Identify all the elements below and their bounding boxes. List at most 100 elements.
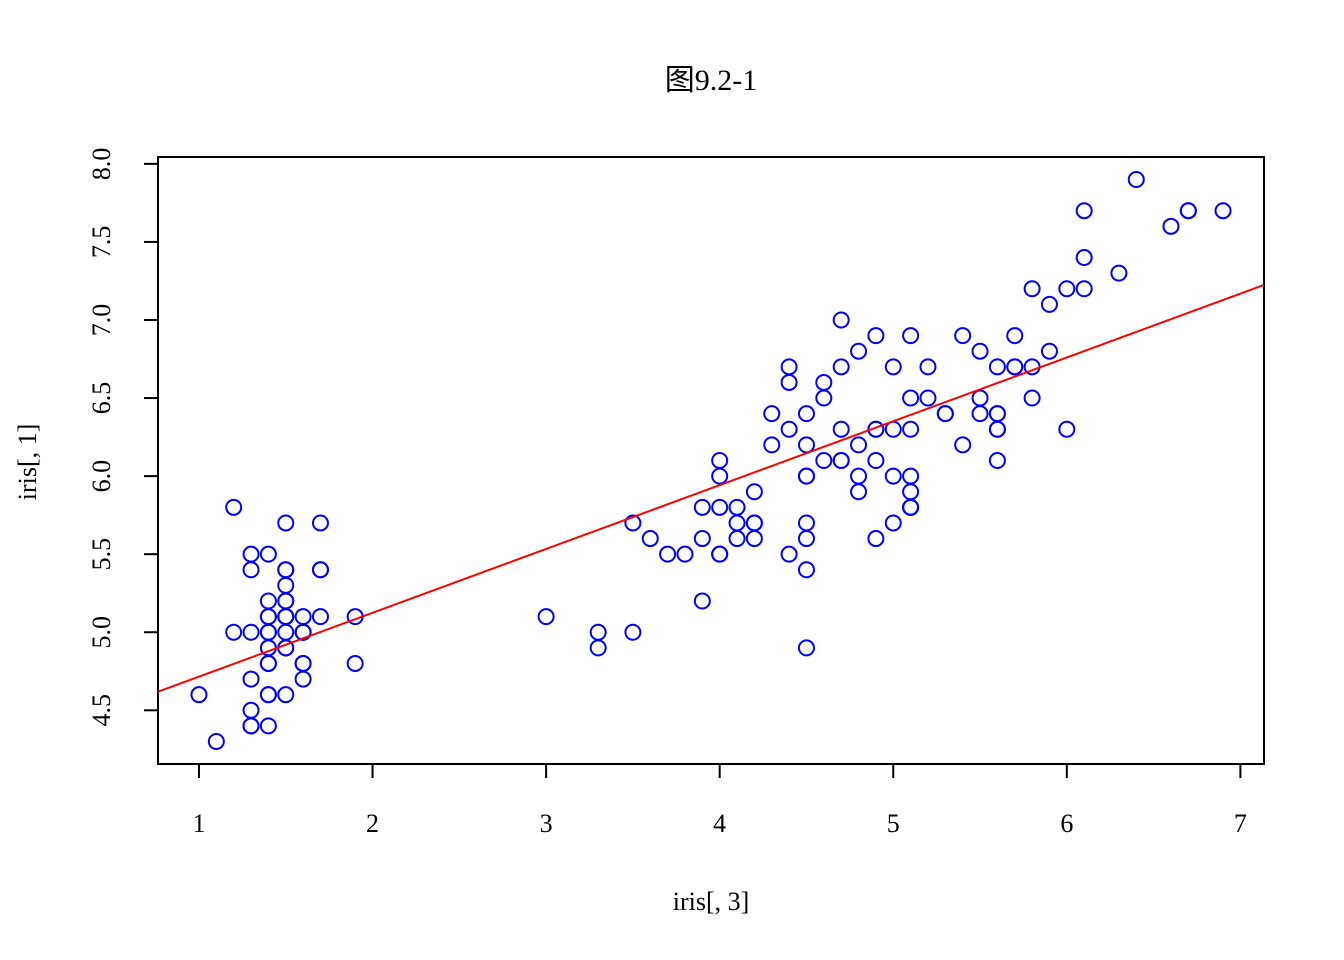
y-tick-label: 5.5 bbox=[87, 538, 116, 571]
data-point bbox=[832, 358, 850, 376]
data-point bbox=[277, 686, 295, 704]
data-point bbox=[1023, 389, 1041, 407]
data-point bbox=[225, 498, 243, 516]
data-point bbox=[919, 358, 937, 376]
data-point bbox=[1075, 249, 1093, 267]
data-point bbox=[277, 623, 295, 641]
data-point bbox=[589, 623, 607, 641]
data-point bbox=[867, 452, 885, 469]
data-point bbox=[867, 530, 885, 548]
data-point bbox=[797, 561, 815, 579]
data-point bbox=[988, 452, 1006, 469]
data-point bbox=[1127, 170, 1145, 188]
data-point bbox=[1162, 217, 1180, 235]
data-point bbox=[259, 654, 277, 672]
plot-frame bbox=[157, 156, 1265, 765]
y-tick-label: 7.0 bbox=[87, 304, 116, 337]
data-point bbox=[745, 530, 763, 548]
y-tick-label: 5.0 bbox=[87, 616, 116, 649]
data-point bbox=[1023, 280, 1041, 298]
data-point bbox=[259, 717, 277, 735]
data-point bbox=[797, 436, 815, 454]
data-point bbox=[259, 545, 277, 563]
data-point bbox=[1040, 342, 1058, 360]
data-point bbox=[242, 701, 260, 719]
y-tick-label: 8.0 bbox=[87, 148, 116, 181]
data-point bbox=[850, 467, 868, 485]
x-tick-label: 6 bbox=[1060, 809, 1073, 838]
data-point bbox=[884, 358, 902, 376]
data-point bbox=[797, 467, 815, 485]
data-point bbox=[797, 405, 815, 423]
data-point bbox=[815, 389, 833, 407]
x-tick-label: 5 bbox=[887, 809, 900, 838]
data-point bbox=[797, 514, 815, 532]
data-point bbox=[1006, 358, 1024, 376]
data-point bbox=[780, 420, 798, 438]
data-point bbox=[832, 311, 850, 329]
data-point bbox=[693, 592, 711, 610]
data-point bbox=[954, 436, 972, 454]
data-point bbox=[884, 514, 902, 532]
data-point bbox=[988, 358, 1006, 376]
x-tick-label: 4 bbox=[713, 809, 726, 838]
data-point bbox=[1075, 280, 1093, 298]
data-point bbox=[988, 420, 1006, 438]
data-point bbox=[259, 623, 277, 641]
data-point bbox=[346, 654, 364, 672]
data-point bbox=[225, 623, 243, 641]
data-point bbox=[954, 327, 972, 345]
data-point bbox=[815, 452, 833, 469]
data-point bbox=[728, 530, 746, 548]
x-axis-label: iris[, 3] bbox=[673, 887, 750, 916]
data-point bbox=[1075, 202, 1093, 220]
data-point bbox=[971, 342, 989, 360]
chart-title: 图9.2-1 bbox=[665, 64, 758, 97]
data-point bbox=[311, 561, 329, 579]
data-point bbox=[190, 686, 208, 704]
data-point bbox=[850, 342, 868, 360]
x-tick-label: 7 bbox=[1234, 809, 1247, 838]
data-point bbox=[589, 639, 607, 657]
data-point bbox=[711, 452, 729, 469]
plot-layer: 1 2 3 4 5 6 7 4.5 5.0 5.5 6.0 6.5 7.0 7.5 8.0 bbox=[87, 148, 1265, 838]
data-point bbox=[641, 530, 659, 548]
data-point bbox=[1179, 202, 1197, 220]
data-point bbox=[797, 639, 815, 657]
data-point bbox=[780, 545, 798, 563]
data-point bbox=[277, 561, 295, 579]
data-point bbox=[745, 483, 763, 501]
data-point bbox=[902, 483, 920, 501]
data-point bbox=[207, 733, 225, 751]
data-point bbox=[971, 389, 989, 407]
data-point bbox=[693, 498, 711, 516]
data-point bbox=[676, 545, 694, 563]
data-point bbox=[902, 467, 920, 485]
data-point bbox=[1058, 280, 1076, 298]
data-point bbox=[884, 467, 902, 485]
data-point bbox=[832, 452, 850, 469]
data-point bbox=[711, 545, 729, 563]
data-point bbox=[850, 436, 868, 454]
data-point bbox=[294, 670, 312, 688]
data-point bbox=[624, 623, 642, 641]
y-tick-label: 6.0 bbox=[87, 460, 116, 493]
data-point bbox=[259, 592, 277, 610]
data-point bbox=[624, 514, 642, 532]
data-point bbox=[902, 389, 920, 407]
data-point bbox=[277, 576, 295, 594]
y-tick-label: 4.5 bbox=[87, 694, 116, 727]
data-point bbox=[902, 327, 920, 345]
data-point bbox=[277, 592, 295, 610]
data-point bbox=[259, 686, 277, 704]
data-point bbox=[242, 545, 260, 563]
data-point bbox=[902, 498, 920, 516]
data-point bbox=[763, 405, 781, 423]
x-tick-label: 1 bbox=[192, 809, 205, 838]
regression-line bbox=[157, 284, 1265, 693]
data-point bbox=[242, 623, 260, 641]
y-tick-label: 6.5 bbox=[87, 382, 116, 415]
data-point bbox=[919, 389, 937, 407]
data-point bbox=[780, 358, 798, 376]
